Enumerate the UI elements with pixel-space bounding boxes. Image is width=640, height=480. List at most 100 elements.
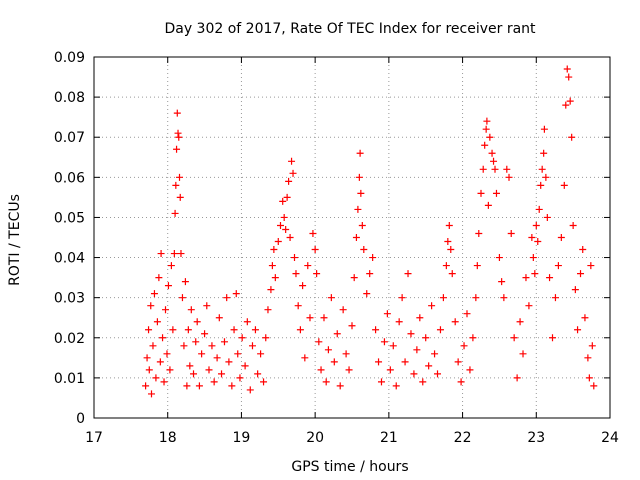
data-point [513, 374, 521, 382]
data-point [389, 342, 397, 350]
data-point [230, 326, 238, 334]
data-point [186, 362, 194, 370]
data-point [145, 326, 153, 334]
data-point [565, 73, 573, 81]
data-point [220, 338, 228, 346]
data-point [510, 334, 518, 342]
data-point [280, 213, 288, 221]
data-point [177, 250, 185, 258]
data-point [147, 302, 155, 310]
data-point [581, 314, 589, 322]
data-point [571, 286, 579, 294]
data-point [163, 350, 171, 358]
data-point [264, 306, 272, 314]
data-point [516, 318, 524, 326]
y-tick-label: 0 [76, 411, 85, 427]
data-point [562, 101, 570, 109]
data-point [519, 350, 527, 358]
data-point [181, 278, 189, 286]
data-point [262, 334, 270, 342]
data-point [173, 145, 181, 153]
data-point [157, 250, 165, 258]
data-point [577, 270, 585, 278]
data-point [355, 173, 363, 181]
data-point [271, 274, 279, 282]
data-point [208, 342, 216, 350]
data-point [251, 326, 259, 334]
data-point [503, 165, 511, 173]
x-tick-label: 24 [601, 430, 619, 446]
data-point [568, 133, 576, 141]
data-point [164, 282, 172, 290]
data-point [288, 157, 296, 165]
data-points [142, 65, 598, 398]
data-point [192, 338, 200, 346]
data-point [369, 254, 377, 262]
data-point [395, 318, 403, 326]
data-point [268, 262, 276, 270]
data-point [375, 358, 383, 366]
data-point [569, 221, 577, 229]
data-point [356, 149, 364, 157]
data-point [322, 378, 330, 386]
data-point [566, 97, 574, 105]
data-point [551, 294, 559, 302]
data-point [333, 330, 341, 338]
data-point [398, 294, 406, 302]
data-point [152, 374, 160, 382]
data-point [149, 342, 157, 350]
x-tick-label: 21 [380, 430, 398, 446]
data-point [183, 382, 191, 390]
data-point [386, 366, 394, 374]
x-tick-label: 18 [159, 430, 177, 446]
data-point [167, 262, 175, 270]
data-point [498, 278, 506, 286]
data-point [296, 326, 304, 334]
data-point [201, 330, 209, 338]
data-point [313, 270, 321, 278]
y-axis-label: ROTI / TECUs [7, 194, 23, 286]
data-point [213, 354, 221, 362]
data-point [147, 390, 155, 398]
data-point [169, 326, 177, 334]
data-point [507, 229, 515, 237]
data-point [153, 318, 161, 326]
data-point [282, 225, 290, 233]
data-point [309, 229, 317, 237]
data-point [532, 221, 540, 229]
data-point [491, 165, 499, 173]
data-point [442, 262, 450, 270]
data-point [176, 193, 184, 201]
data-point [579, 246, 587, 254]
data-point [463, 310, 471, 318]
data-point [279, 197, 287, 205]
data-point [434, 370, 442, 378]
data-point [448, 270, 456, 278]
data-point [156, 358, 164, 366]
y-tick-label: 0.05 [54, 210, 85, 226]
data-point [257, 350, 265, 358]
data-point [425, 362, 433, 370]
data-point [348, 322, 356, 330]
data-point [327, 294, 335, 302]
data-point [534, 238, 542, 246]
data-point [260, 378, 268, 386]
data-point [354, 205, 362, 213]
data-point [174, 129, 182, 137]
data-point [407, 330, 415, 338]
data-point [190, 370, 198, 378]
data-point [342, 350, 350, 358]
data-point [243, 318, 251, 326]
data-point [475, 229, 483, 237]
data-point [535, 205, 543, 213]
data-point [299, 282, 307, 290]
data-point [531, 270, 539, 278]
y-tick-label: 0.03 [54, 291, 85, 307]
data-point [162, 306, 170, 314]
data-point [428, 302, 436, 310]
y-tick-label: 0.06 [54, 170, 85, 186]
data-point [584, 354, 592, 362]
data-point [336, 382, 344, 390]
data-point [203, 302, 211, 310]
data-point [416, 314, 424, 322]
